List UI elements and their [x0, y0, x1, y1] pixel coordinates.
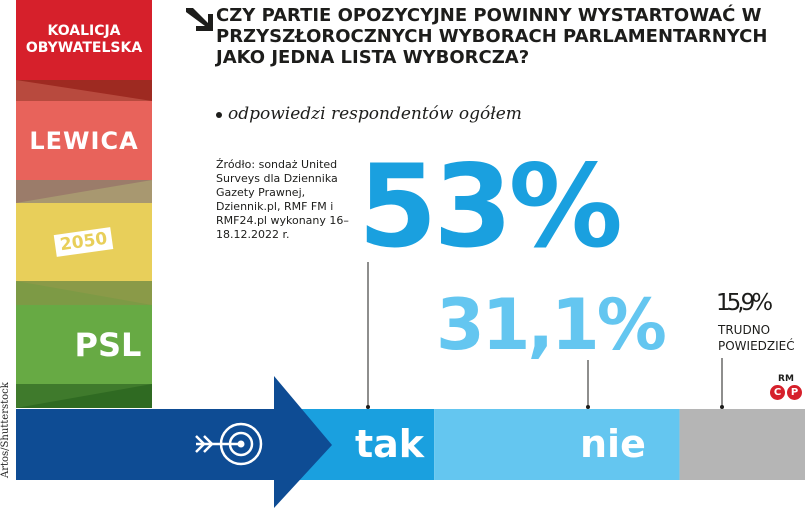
rm-logo-p: P — [787, 385, 802, 400]
leader-line-nie-dot — [586, 405, 590, 409]
party-lewica-label: LEWICA — [29, 126, 139, 155]
photo-credit: Artos/Shutterstock — [0, 382, 11, 478]
value-label-trudno: 15,9% — [716, 290, 773, 316]
chart-title: CZY PARTIE OPOZYCYJNE POWINNY WYSTARTOWA… — [216, 5, 768, 68]
party-psl-label: PSL — [74, 325, 142, 364]
ribbon-fold-3b — [16, 281, 152, 305]
chart-subtitle: odpowiedzi respondentów ogółem — [216, 104, 522, 124]
source-note: Źródło: sondaż United Surveys dla Dzienn… — [216, 158, 349, 241]
ribbon-fold-1b — [16, 80, 152, 101]
leader-line-trudno-dot — [720, 405, 724, 409]
arrow-down-right-icon — [186, 8, 213, 31]
party-ribbon-psl: PSL — [16, 305, 152, 384]
party-2050-label: 2050 — [54, 227, 114, 257]
rm-logo-c: C — [770, 385, 785, 400]
bullet-icon — [216, 111, 222, 118]
category-label-tak: tak — [355, 422, 425, 466]
ribbon-fold-2b — [16, 180, 152, 203]
bar-segment-nie — [434, 409, 680, 480]
subtitle-text: odpowiedzi respondentów ogółem — [228, 104, 522, 124]
value-label-tak: 53% — [358, 140, 623, 273]
party-ribbon-lewica: LEWICA — [16, 101, 152, 180]
party-ribbon-2050: 2050 — [16, 203, 152, 281]
category-label-trudno: TRUDNO POWIEDZIEĆ — [718, 323, 795, 353]
ribbon-fold-4b — [16, 384, 152, 408]
category-label-nie: nie — [580, 422, 646, 466]
rmf-logo: RM C P — [770, 374, 802, 400]
value-label-nie: 31,1% — [436, 284, 667, 366]
bar-segment-trudno — [679, 409, 805, 480]
target-arrow-icon — [195, 422, 263, 466]
party-ribbon-ko: KOALICJA OBYWATELSKA — [16, 0, 152, 80]
leader-line-tak-dot — [366, 405, 370, 409]
rm-logo-text: RM — [778, 374, 794, 384]
arrow-shape — [16, 376, 332, 508]
party-ko-label: KOALICJA OBYWATELSKA — [25, 23, 143, 56]
